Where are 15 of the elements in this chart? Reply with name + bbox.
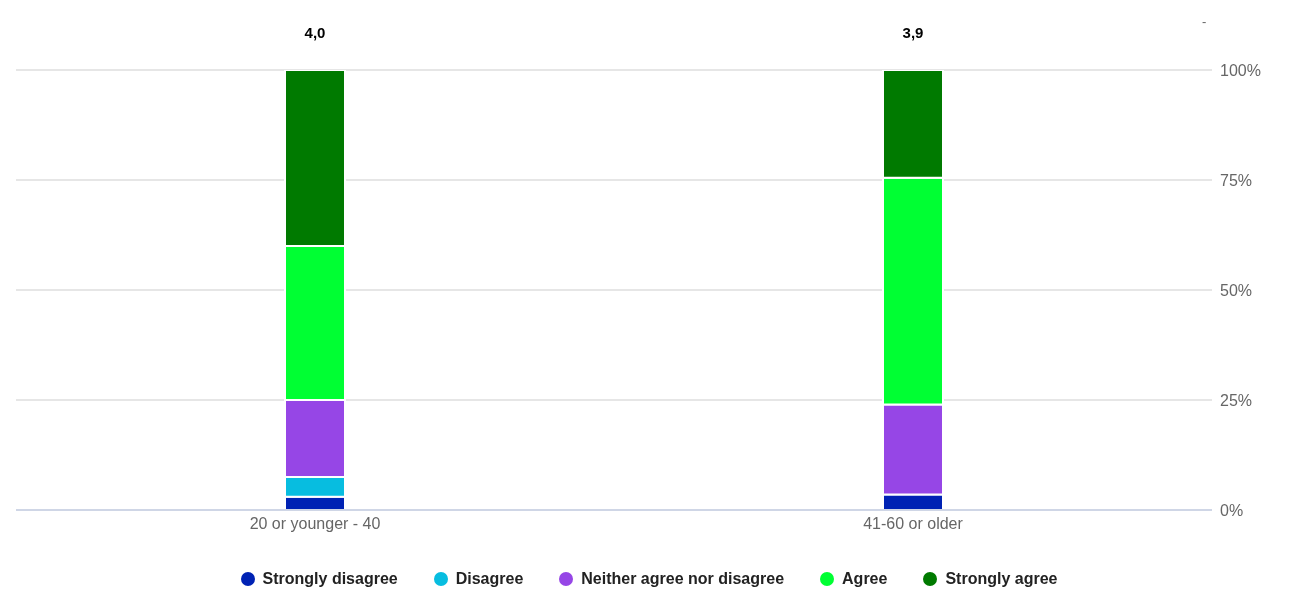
text: - — [1202, 14, 1207, 29]
y-tick-label: 100% — [1220, 61, 1261, 79]
y-tick-label: 75% — [1220, 171, 1253, 189]
x-tick-label: 41-60 or older — [863, 515, 964, 533]
legend-label: Agree — [842, 570, 888, 588]
legend-label: Disagree — [455, 570, 524, 588]
y-tick-label: 25% — [1220, 391, 1253, 409]
legend-label: Strongly agree — [945, 570, 1058, 588]
legend-label: Strongly disagree — [262, 570, 398, 588]
y-tick-label: 50% — [1220, 281, 1253, 299]
x-tick-label: 20 or younger - 40 — [249, 515, 381, 533]
legend-label: Neither agree nor disagree — [581, 570, 785, 588]
y-tick-label: 0% — [1220, 501, 1244, 519]
text: 3,9 — [902, 24, 924, 41]
text: 4,0 — [304, 24, 326, 41]
